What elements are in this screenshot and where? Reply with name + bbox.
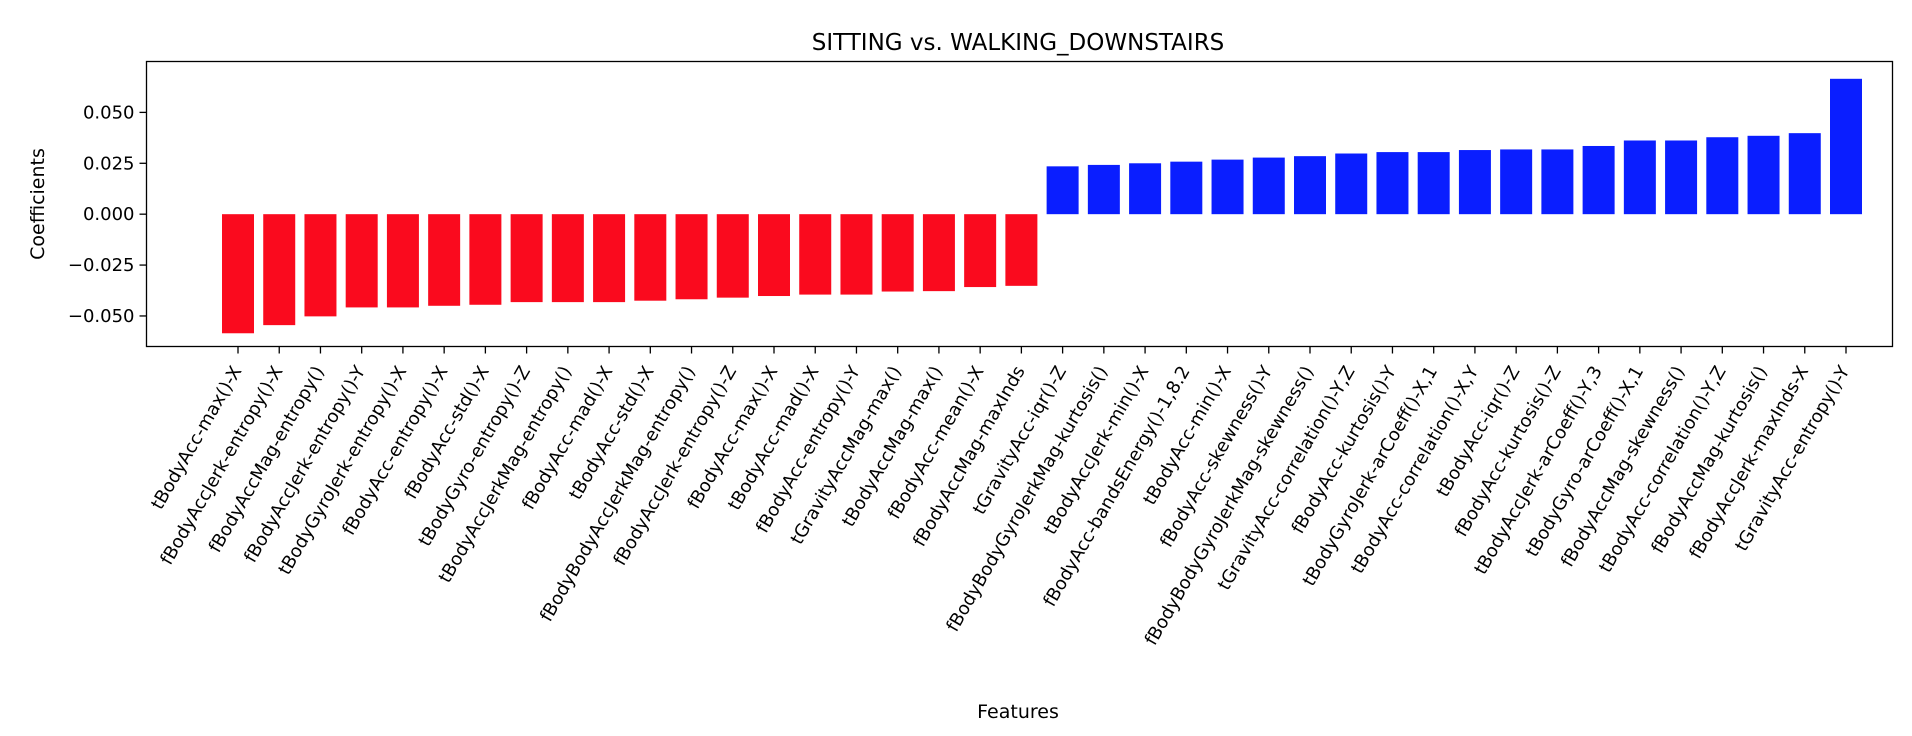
bar	[922, 214, 955, 292]
bar	[304, 214, 337, 317]
bar	[428, 214, 461, 306]
bar	[1541, 149, 1574, 215]
bar	[840, 214, 873, 295]
y-tick-label: 0.050	[83, 102, 135, 123]
bar	[1211, 159, 1244, 215]
y-tick-label: −0.025	[68, 255, 135, 276]
bar	[1417, 152, 1450, 215]
bar	[1129, 163, 1162, 215]
bar	[1500, 149, 1533, 215]
bar	[675, 214, 708, 300]
bar	[1005, 214, 1038, 286]
y-tick-label: −0.050	[68, 306, 135, 327]
chart-title: SITTING vs. WALKING_DOWNSTAIRS	[812, 30, 1225, 56]
bar	[1665, 140, 1698, 215]
bar	[758, 214, 790, 297]
bar	[1747, 135, 1780, 215]
y-tick-label: 0.000	[83, 204, 135, 225]
bar	[1376, 152, 1409, 215]
bar	[964, 214, 997, 288]
bar	[469, 214, 502, 305]
y-axis: 0.050 0.025 0.000 −0.025 −0.050	[68, 102, 147, 327]
bar	[386, 214, 419, 308]
bar	[1788, 133, 1821, 215]
bar	[1706, 137, 1739, 215]
bar	[716, 214, 749, 298]
bar	[222, 214, 254, 334]
bar	[593, 214, 626, 303]
bar	[263, 214, 296, 326]
y-tick-label: 0.025	[83, 153, 135, 174]
y-axis-title: Coefficients	[27, 148, 49, 260]
x-axis-title: Features	[977, 701, 1059, 723]
bar	[551, 214, 584, 303]
bars-layer	[222, 78, 1862, 334]
bar	[1582, 145, 1615, 215]
plot-frame	[145, 60, 1894, 348]
bar	[1170, 161, 1203, 215]
bar	[881, 214, 914, 292]
bar	[1458, 150, 1491, 215]
bar	[1294, 156, 1326, 215]
bar	[1087, 164, 1120, 215]
bar	[510, 214, 543, 303]
bar	[1830, 78, 1862, 215]
bar	[345, 214, 378, 308]
bar	[1335, 153, 1368, 215]
bar	[799, 214, 832, 295]
bar	[1623, 140, 1656, 215]
bar	[1252, 157, 1285, 215]
bar	[1046, 166, 1079, 215]
bar	[634, 214, 667, 301]
